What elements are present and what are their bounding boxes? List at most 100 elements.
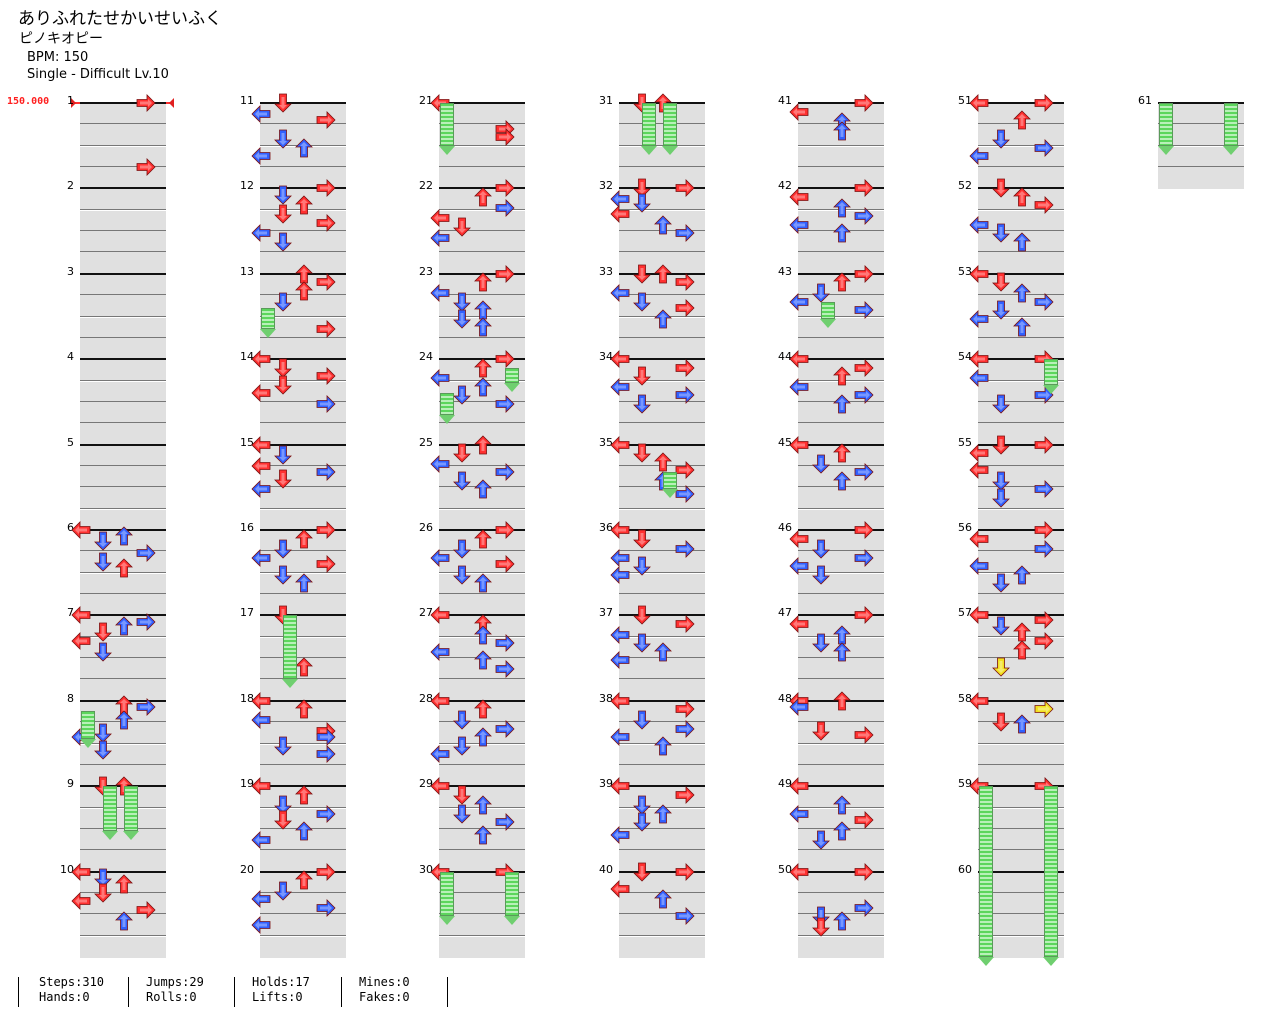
hold-body	[1159, 103, 1173, 146]
beat-band	[260, 424, 346, 446]
arrow-right-icon	[495, 463, 515, 482]
arrow-up-icon	[1013, 317, 1031, 337]
beat-line	[260, 400, 346, 402]
beat-band	[619, 509, 705, 531]
beat-line	[439, 678, 525, 680]
beat-line	[260, 635, 346, 637]
beat-band	[80, 253, 166, 275]
arrow-right-icon	[675, 719, 695, 738]
stat-jumps: Jumps:29	[146, 975, 204, 989]
arrow-up-icon	[295, 195, 313, 215]
measure-number: 43	[778, 264, 792, 278]
measure-number: 54	[958, 350, 972, 364]
beat-band	[80, 168, 166, 190]
arrow-down-icon	[273, 204, 292, 224]
beat-line	[978, 593, 1064, 595]
arrow-left-icon	[430, 209, 450, 228]
measure-line	[619, 785, 705, 788]
beat-line	[260, 464, 346, 466]
arrow-up-icon	[654, 642, 672, 662]
arrow-up-icon	[654, 452, 672, 472]
beat-line	[978, 806, 1064, 808]
bpm-tick-right	[169, 98, 174, 108]
beat-line	[260, 849, 346, 851]
beat-line	[978, 486, 1064, 488]
arrow-left-icon	[71, 632, 91, 650]
stats-divider	[234, 977, 235, 1007]
arrow-right-icon	[675, 461, 695, 480]
beat-line	[260, 230, 346, 232]
beat-line	[80, 849, 166, 851]
measure-line	[439, 102, 525, 104]
arrow-down-icon	[991, 300, 1010, 320]
arrow-right-icon	[495, 719, 515, 738]
beat-band	[619, 338, 705, 360]
arrow-right-icon	[854, 94, 874, 112]
arrow-up-icon	[1013, 283, 1031, 303]
beat-line	[439, 230, 525, 232]
beat-band	[80, 232, 166, 254]
beat-line	[1158, 166, 1244, 168]
arrow-down-icon	[632, 633, 651, 653]
beat-band	[619, 125, 705, 147]
arrow-left-icon	[610, 548, 630, 567]
beat-band	[1158, 104, 1244, 125]
beat-line	[619, 144, 705, 146]
arrow-up-icon	[833, 366, 851, 386]
arrow-left-icon	[610, 826, 630, 845]
arrow-right-icon	[854, 179, 874, 198]
beat-line	[260, 315, 346, 317]
beat-band	[439, 232, 525, 254]
bpm-tick-left	[71, 98, 76, 108]
arrow-down-icon	[632, 264, 651, 284]
arrow-down-icon	[991, 471, 1010, 491]
measure-number: 9	[67, 777, 74, 791]
beat-band	[798, 168, 884, 190]
beat-band	[80, 274, 166, 296]
arrow-left-icon	[71, 862, 91, 881]
measure-number: 42	[778, 179, 792, 193]
beat-line	[798, 593, 884, 595]
beat-line	[260, 123, 346, 125]
beat-line	[978, 251, 1064, 253]
arrow-right-icon	[675, 862, 695, 881]
arrow-left-icon	[789, 350, 809, 369]
beat-line	[619, 678, 705, 680]
beat-line	[80, 763, 166, 765]
arrow-right-icon	[854, 811, 874, 830]
hold-body	[282, 615, 297, 680]
beat-line	[619, 400, 705, 402]
beat-band	[439, 851, 525, 873]
hold-tail	[123, 831, 139, 841]
measure-line	[80, 443, 166, 446]
beat-band	[978, 595, 1064, 617]
measure-number: 58	[958, 691, 972, 705]
beat-band	[619, 829, 705, 851]
hold-tail	[662, 145, 678, 155]
beat-line	[80, 464, 166, 466]
arrow-up-icon	[1013, 232, 1031, 252]
arrow-down-icon	[452, 309, 471, 329]
beat-line	[978, 742, 1064, 744]
arrow-up-icon	[474, 187, 492, 207]
arrow-left-icon	[610, 879, 630, 898]
arrow-right-icon	[854, 463, 874, 482]
arrow-down-icon	[93, 868, 112, 888]
arrow-up-icon	[115, 616, 133, 636]
arrow-left-icon	[789, 435, 809, 454]
arrow-right-icon	[136, 158, 156, 177]
arrow-up-icon	[833, 821, 851, 841]
arrow-right-icon	[316, 804, 336, 823]
beat-line	[619, 571, 705, 573]
measure-line	[619, 699, 705, 702]
beat-band	[80, 402, 166, 424]
arrow-right-icon	[675, 224, 695, 243]
beat-band	[619, 680, 705, 702]
arrow-left-icon	[969, 606, 989, 625]
beat-line	[978, 507, 1064, 509]
measure-line	[619, 529, 705, 531]
hold-tail	[1042, 384, 1059, 394]
arrow-down-icon	[273, 375, 292, 395]
measure-number: 25	[419, 435, 433, 449]
arrow-down-icon	[632, 292, 651, 312]
